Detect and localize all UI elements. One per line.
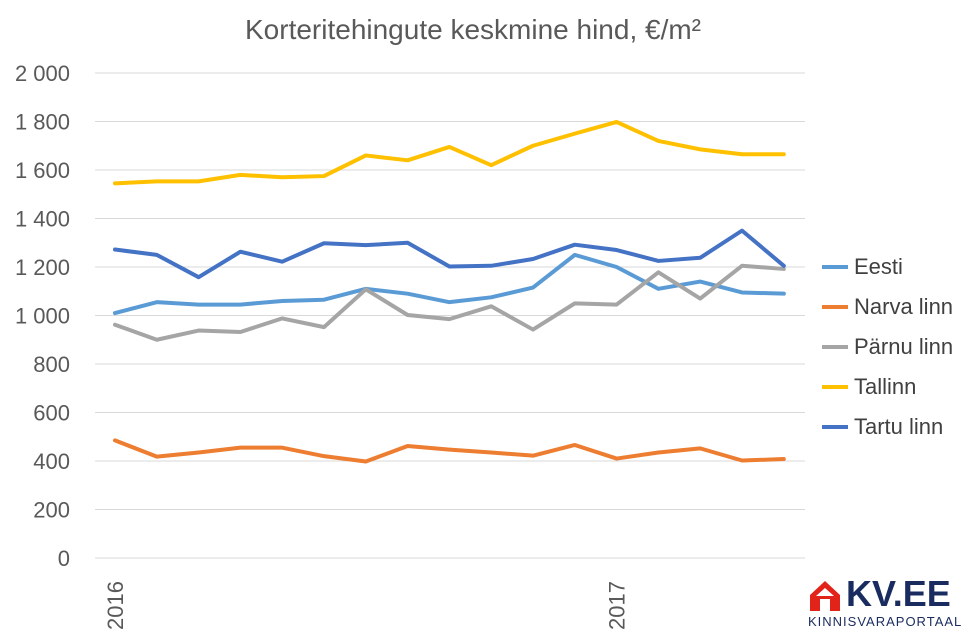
y-tick-label: 600: [33, 401, 70, 426]
series-line: [113, 263, 786, 342]
legend-label: Eesti: [854, 254, 903, 279]
y-tick-label: 0: [58, 546, 70, 571]
x-tick-label: 2016: [103, 581, 128, 630]
y-tick-label: 400: [33, 449, 70, 474]
y-tick-label: 800: [33, 352, 70, 377]
x-tick-label: 2017: [605, 581, 630, 630]
legend-label: Pärnu linn: [854, 334, 954, 359]
legend-label: Narva linn: [854, 294, 954, 319]
x-axis-tick-labels: 2016 2017: [103, 581, 630, 630]
y-tick-label: 200: [33, 498, 70, 523]
y-axis-tick-labels: 0 200 400 600 800 1 000 1 200 1 400 1 600 1 800 2 …: [15, 61, 70, 571]
legend-swatch: [822, 425, 848, 429]
y-tick-label: 1 800: [15, 110, 70, 135]
legend-item: Eesti: [822, 247, 953, 287]
y-tick-label: 1 600: [15, 158, 70, 183]
y-tick-label: 1 400: [15, 207, 70, 232]
brand-name: KV.EE: [846, 573, 951, 614]
y-tick-label: 2 000: [15, 61, 70, 86]
series-line: [113, 119, 786, 186]
house-icon: [810, 581, 840, 611]
legend-swatch: [822, 385, 848, 389]
brand-tagline: KINNISVARAPORTAAL: [808, 614, 963, 629]
legend: Eesti Narva linn Pärnu linn Tallinn Tartu li…: [822, 247, 953, 447]
y-tick-label: 1 000: [15, 304, 70, 329]
legend-swatch: [822, 345, 848, 349]
y-tick-label: 1 200: [15, 255, 70, 280]
series-lines: [113, 119, 786, 464]
legend-item: Narva linn: [822, 287, 953, 327]
series-line: [113, 438, 786, 464]
series-line: [113, 228, 786, 280]
legend-swatch: [822, 305, 848, 309]
legend-label: Tallinn: [854, 374, 917, 399]
legend-item: Pärnu linn: [822, 327, 953, 367]
series-line: [113, 252, 786, 316]
legend-item: Tartu linn: [822, 407, 953, 447]
legend-label: Tartu linn: [854, 414, 944, 439]
chart-title: Korteritehingute keskmine hind, €/m²: [245, 14, 701, 45]
gridlines: [95, 72, 805, 559]
legend-swatch: [822, 265, 848, 269]
legend-item: Tallinn: [822, 367, 953, 407]
brand-logo: KV.EE KINNISVARAPORTAAL: [808, 573, 968, 631]
